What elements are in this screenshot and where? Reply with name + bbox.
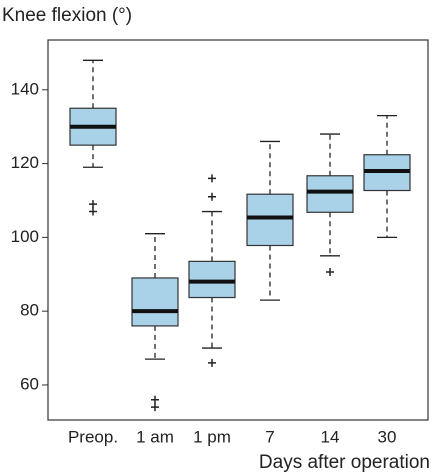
- outlier: [89, 200, 97, 209]
- y-tick-label: 100: [11, 227, 39, 246]
- x-tick-label: 14: [321, 427, 340, 446]
- outlier: [326, 268, 334, 277]
- x-tick-label: Preop.: [68, 427, 118, 446]
- chart-title: Knee flexion (°): [2, 5, 132, 26]
- x-tick-label: 1 am: [136, 427, 174, 446]
- y-tick-label: 120: [11, 153, 39, 172]
- box: [246, 193, 294, 247]
- outlier: [89, 207, 97, 216]
- outlier: [151, 403, 159, 412]
- box: [188, 260, 236, 299]
- outlier: [208, 174, 216, 183]
- y-tick-label: 140: [11, 79, 39, 98]
- outlier: [208, 192, 216, 201]
- outlier: [151, 395, 159, 404]
- y-tick-label: 60: [20, 374, 39, 393]
- box: [306, 175, 354, 213]
- x-tick-label: 7: [265, 427, 274, 446]
- plot-frame: [47, 39, 429, 421]
- x-tick-label: 1 pm: [193, 427, 231, 446]
- x-axis-label: Days after operation: [259, 452, 430, 473]
- box: [131, 277, 179, 327]
- outlier: [208, 358, 216, 367]
- x-tick-label: 30: [378, 427, 397, 446]
- y-tick-label: 80: [20, 301, 39, 320]
